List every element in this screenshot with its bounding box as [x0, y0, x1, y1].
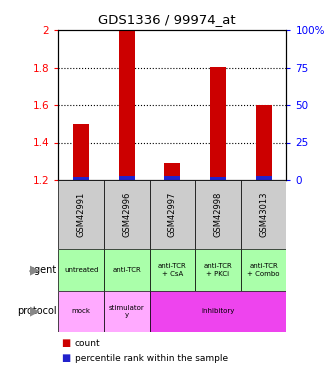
Text: inhibitory: inhibitory	[201, 308, 235, 314]
Bar	[241, 180, 286, 249]
Bar	[58, 249, 104, 291]
Text: ▶: ▶	[30, 305, 40, 318]
Text: GDS1336 / 99974_at: GDS1336 / 99974_at	[98, 13, 235, 26]
Bar	[165, 163, 180, 180]
Text: GSM42996: GSM42996	[122, 192, 131, 237]
Bar	[256, 105, 271, 180]
Text: anti-TCR
+ CsA: anti-TCR + CsA	[158, 264, 187, 276]
Bar	[195, 249, 241, 291]
Bar	[73, 177, 89, 180]
Text: ■: ■	[62, 338, 71, 348]
Bar	[73, 124, 89, 180]
Text: anti-TCR
+ Combo: anti-TCR + Combo	[247, 264, 280, 276]
Bar	[119, 30, 135, 180]
Bar	[195, 180, 241, 249]
Bar	[58, 291, 104, 332]
Bar	[256, 176, 271, 180]
Bar	[210, 177, 226, 180]
Bar	[104, 249, 150, 291]
Bar	[241, 249, 286, 291]
Bar	[104, 291, 150, 332]
Bar	[165, 176, 180, 180]
Text: ▶: ▶	[30, 264, 40, 276]
Text: GSM42991: GSM42991	[77, 192, 86, 237]
Bar	[150, 291, 286, 332]
Text: GSM43013: GSM43013	[259, 192, 268, 237]
Text: ■: ■	[62, 353, 71, 363]
Text: percentile rank within the sample: percentile rank within the sample	[75, 354, 228, 363]
Text: agent: agent	[28, 265, 57, 275]
Text: untreated: untreated	[64, 267, 98, 273]
Text: mock: mock	[72, 308, 91, 314]
Text: GSM42997: GSM42997	[168, 192, 177, 237]
Text: GSM42998: GSM42998	[213, 192, 222, 237]
Text: count: count	[75, 339, 101, 348]
Bar	[150, 180, 195, 249]
Bar	[210, 68, 226, 180]
Bar	[104, 180, 150, 249]
Bar	[119, 176, 135, 180]
Text: anti-TCR
+ PKCi: anti-TCR + PKCi	[203, 264, 232, 276]
Text: stimulator
y: stimulator y	[109, 305, 145, 318]
Bar	[150, 249, 195, 291]
Text: protocol: protocol	[17, 306, 57, 316]
Bar	[58, 180, 104, 249]
Text: anti-TCR: anti-TCR	[112, 267, 141, 273]
